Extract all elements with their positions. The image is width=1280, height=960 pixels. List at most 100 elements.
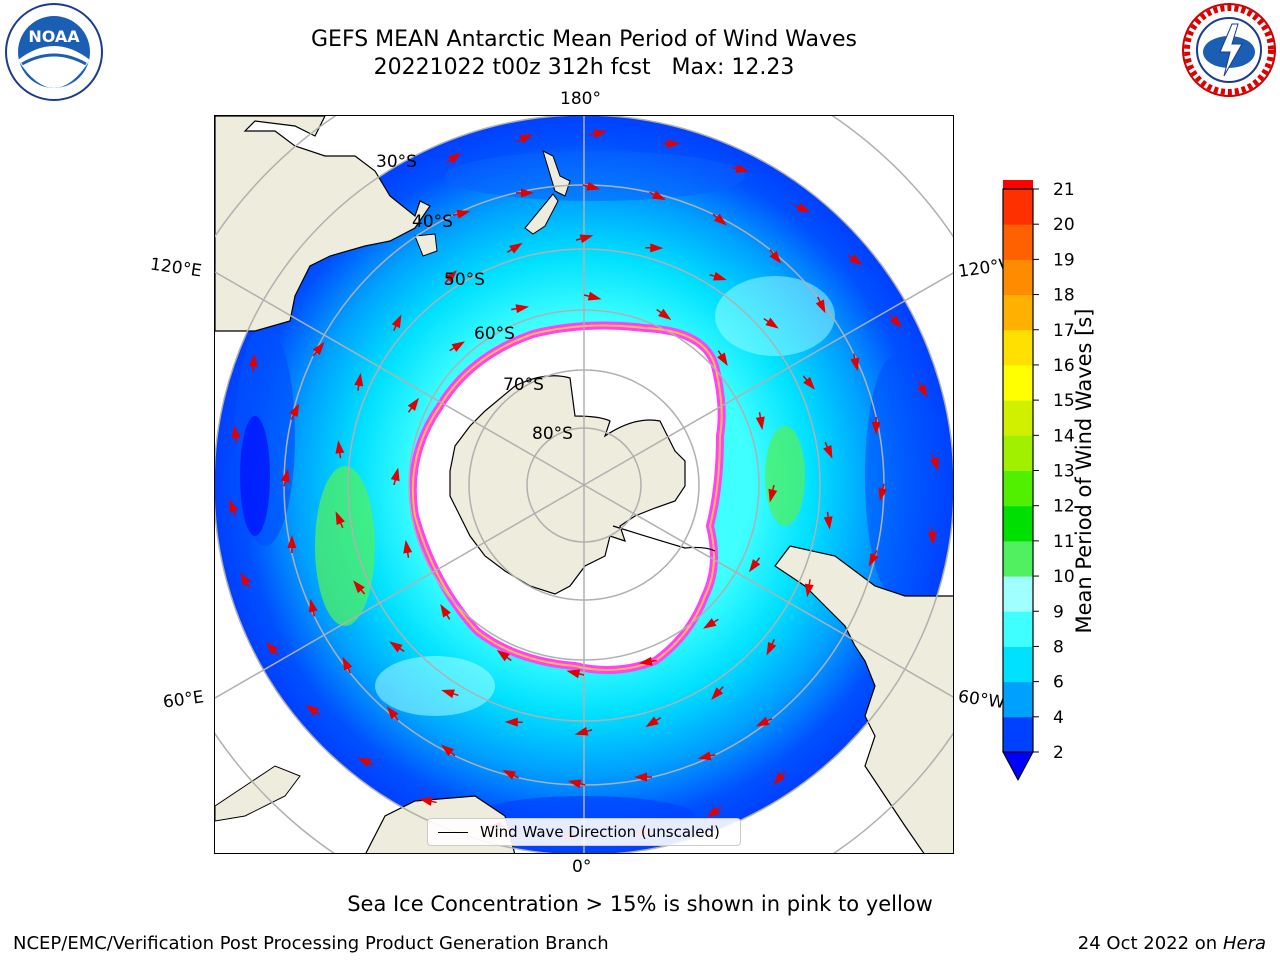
credit-text: NCEP/EMC/Verification Post Processing Pr… [13, 933, 609, 954]
colorbar-bin [1003, 540, 1033, 577]
wind-wave-arrow-head [579, 234, 594, 244]
date-text: 24 Oct 2022 on [1077, 933, 1223, 954]
colorbar-tick-label: 17 [1053, 321, 1075, 341]
wind-wave-arrow-head [312, 342, 325, 355]
wind-wave-arrow-head [889, 315, 903, 329]
wind-wave-arrow-head [265, 641, 279, 655]
colorbar-bin [1003, 364, 1033, 401]
new-zealand-south [524, 193, 559, 235]
wind-wave-arrow-head [386, 706, 399, 720]
wind-wave-arrow-head [929, 457, 939, 471]
wind-wave-arrow-head [748, 559, 761, 573]
wind-wave-arrow-head [697, 751, 712, 761]
wind-wave-arrow-head [667, 139, 681, 149]
wind-wave-arrow-head [390, 467, 400, 482]
lat-label-80s: 80°S [532, 424, 573, 444]
madagascar [215, 765, 301, 822]
colorbar-tick-label: 21 [1053, 180, 1075, 200]
wind-wave-arrow-head [496, 649, 510, 662]
wind-wave-arrow-head [357, 757, 372, 768]
wind-wave-arrow-head [593, 129, 608, 139]
colorbar-label: Mean Period of Wind Waves [s] [1072, 308, 1096, 634]
colorbar-tick-label: 10 [1053, 567, 1075, 587]
wind-wave-arrow-head [713, 271, 727, 281]
wind-wave-arrow-head [504, 717, 518, 727]
wind-wave-arrow-head [440, 604, 451, 618]
chart-title: GEFS MEAN Antarctic Mean Period of Wind … [311, 27, 857, 52]
colorbar-tick-label: 19 [1053, 250, 1075, 270]
colorbar-bin [1003, 259, 1033, 296]
lon-label-60e: 60°E [161, 687, 206, 713]
wind-wave-arrow-head [755, 716, 770, 727]
wind-wave-arrow-head [804, 583, 814, 598]
lat-label-50s: 50°S [444, 270, 485, 290]
wind-wave-arrow-head [354, 372, 364, 387]
wind-wave-arrow-head [586, 181, 601, 191]
wind-wave-arrow-head [638, 656, 653, 666]
colorbar-bin [1003, 180, 1033, 190]
wind-wave-arrow-head [342, 656, 353, 671]
wind-wave-arrow-head [651, 190, 666, 201]
date-stamp: 24 Oct 2022 on Hera [1078, 933, 1266, 954]
wind-wave-arrow-head [755, 416, 765, 431]
wind-wave-arrow-head [868, 552, 879, 567]
nws-logo [1182, 3, 1276, 97]
colorbar-tick-label: 20 [1053, 215, 1075, 235]
colorbar-tick-label: 15 [1053, 391, 1075, 411]
map-panel [214, 115, 954, 854]
lon-label-0: 0° [572, 857, 592, 877]
antarctic-peninsula [612, 525, 716, 552]
wind-wave-arrow-head [403, 539, 413, 554]
colorbar-tick-label: 4 [1053, 708, 1064, 728]
wind-wave-arrow-head [765, 317, 779, 329]
wind-wave-arrow-head [305, 704, 319, 716]
wind-wave-arrow-head [389, 641, 403, 653]
longitude-gridlines [215, 116, 953, 853]
lat-label-40s: 40°S [412, 212, 453, 232]
colorbar-tick-label: 6 [1053, 673, 1064, 693]
colorbar-bin [1003, 435, 1033, 471]
wind-wave-arrow-head [849, 254, 863, 266]
colorbar-bin [1003, 224, 1033, 260]
wind-wave-arrow-head [768, 488, 778, 503]
host-name: Hera [1222, 933, 1266, 954]
wind-wave-arrow-head [444, 269, 457, 283]
wind-wave-arrow-head [796, 202, 811, 213]
colorbar-bin [1003, 681, 1033, 718]
legend-line-swatch [438, 831, 468, 833]
wind-wave-arrow-head [502, 769, 517, 780]
noaa-logo-text: NOAA [28, 27, 80, 46]
sea-ice-note: Sea Ice Concentration > 15% is shown in … [347, 892, 933, 916]
colorbar-bin [1003, 646, 1033, 683]
colorbar-bin [1003, 294, 1033, 331]
lat-label-70s: 70°S [503, 375, 544, 395]
colorbar-bin [1003, 470, 1033, 507]
sea-ice-edge-yellow [411, 324, 723, 671]
wind-wave-arrow-head [871, 421, 881, 435]
lat-label-30s: 30°S [376, 152, 417, 172]
wind-wave-direction-arrows [229, 129, 939, 841]
wind-wave-arrow-head [706, 806, 720, 818]
colorbar-bins [1003, 180, 1033, 753]
lat-label-60s: 60°S [474, 324, 515, 344]
wind-wave-arrow-head [927, 531, 937, 545]
polar-map [215, 116, 953, 853]
wind-wave-arrow-head [769, 250, 782, 264]
colorbar-bin [1003, 189, 1033, 225]
colorbar-ticks: 2 4 6 8 9 10 11 12 13 14 15 16 17 18 19 20 21 [1033, 180, 1075, 763]
wind-wave-arrow-head [509, 242, 523, 254]
colorbar-bin [1003, 611, 1033, 647]
wind-wave-arrow-head [441, 689, 455, 699]
wind-wave-arrow-head [451, 341, 465, 352]
wind-wave-arrow-head [353, 580, 365, 594]
wind-wave-arrow-head [240, 572, 251, 586]
wind-wave-arrow-head [574, 726, 589, 736]
wind-wave-arrow-head [407, 397, 420, 411]
legend-label: Wind Wave Direction (unscaled) [480, 823, 720, 841]
wind-wave-arrow-head [850, 357, 860, 372]
new-zealand-north [542, 150, 571, 197]
wind-wave-arrow-head [634, 772, 648, 782]
colorbar-bin [1003, 576, 1033, 612]
colorbar-bin [1003, 716, 1033, 753]
wind-wave-arrow-head [567, 779, 582, 789]
